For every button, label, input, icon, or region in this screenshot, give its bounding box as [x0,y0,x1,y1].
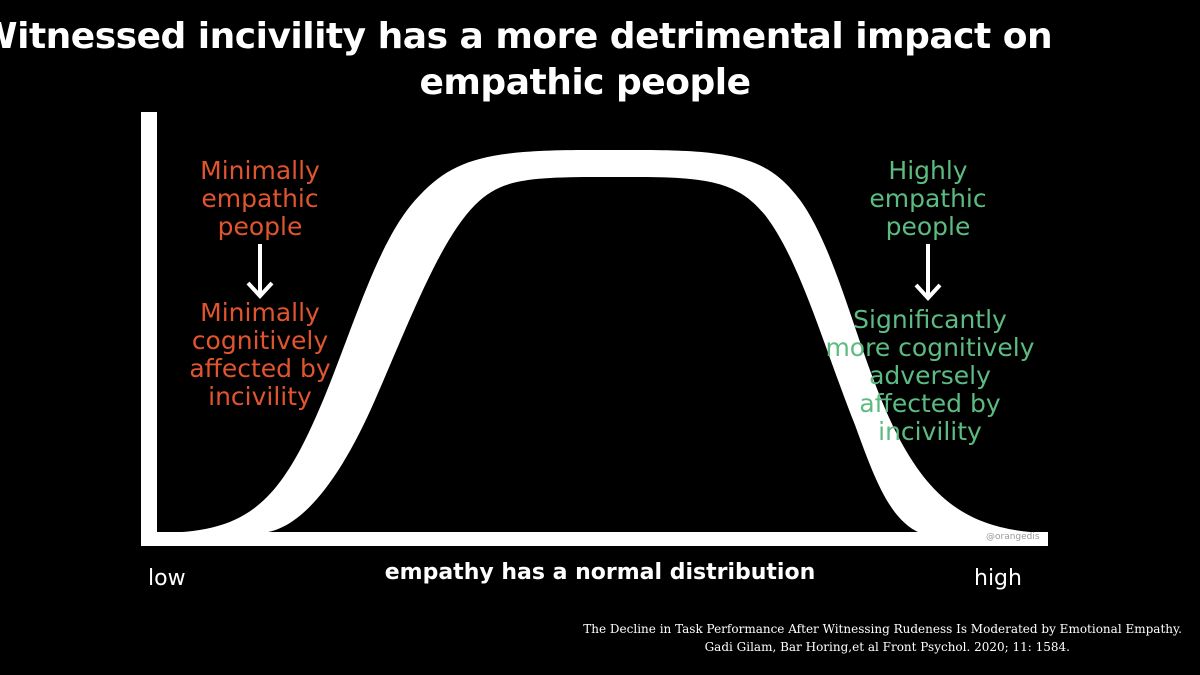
left-bottom-line: incivility [208,382,312,411]
title-line-1: Witnessed incivility has a more detrimen… [0,16,1053,57]
citation-line-2: Gadi Gilam, Bar Horing,et al Front Psych… [704,640,1070,654]
watermark: @orangedis [986,532,1040,542]
axis-high-label: high [974,566,1022,591]
x-axis [141,532,1048,546]
right-bottom-line: more cognitively [825,333,1035,362]
citation-line-1: The Decline in Task Performance After Wi… [583,622,1182,636]
axis-low-label: low [148,566,186,591]
left-bottom-line: affected by [189,354,331,383]
right-bottom-line: affected by [859,389,1001,418]
minimally-affected-label: Minimally cognitively affected by incivi… [150,299,370,411]
left-bottom-line: cognitively [191,326,329,355]
normal-distribution-curve [155,150,1045,533]
citation: The Decline in Task Performance After Wi… [482,620,1182,656]
left-top-line: people [217,212,303,241]
left-top-line: Minimally [200,156,320,185]
page-title: Witnessed incivility has a more detrimen… [0,14,1200,106]
left-arrow-down-icon [246,244,274,299]
right-bottom-line: incivility [878,417,982,446]
x-axis-title: empathy has a normal distribution [384,560,816,585]
left-bottom-line: Minimally [200,298,320,327]
title-line-2: empathic people [419,62,751,103]
right-bottom-line: adversely [869,361,991,390]
highly-empathic-label: Highly empathic people [818,157,1038,241]
right-arrow-down-icon [914,244,942,301]
minimally-empathic-label: Minimally empathic people [150,157,370,241]
right-bottom-line: Significantly [853,305,1007,334]
right-top-line: Highly [888,156,968,185]
right-top-line: people [885,212,971,241]
y-axis [141,112,157,546]
significantly-affected-label: Significantly more cognitively adversely… [790,306,1070,446]
left-top-line: empathic [201,184,319,213]
right-top-line: empathic [869,184,987,213]
